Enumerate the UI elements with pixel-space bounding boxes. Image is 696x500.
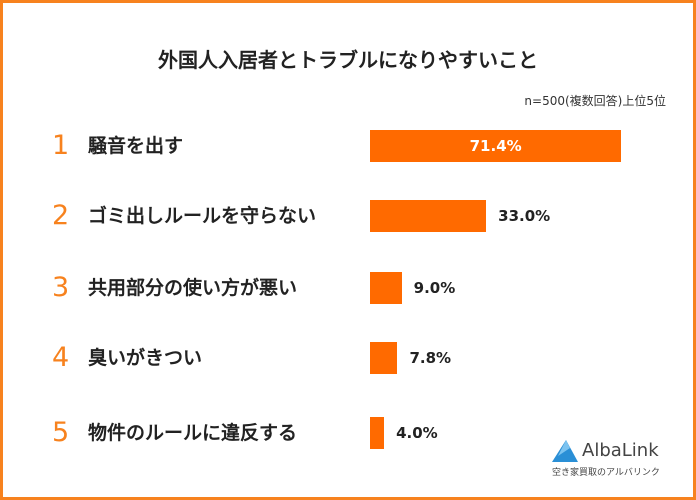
albalink-logo: AlbaLink 空き家買取のアルバリンク [552,440,682,480]
logo-tagline: 空き家買取のアルバリンク [552,468,660,478]
category-label: 臭いがきつい [88,347,203,369]
value-label: 9.0% [413,279,456,297]
bar [370,130,622,162]
value-label: 71.4% [469,137,522,155]
bar [370,272,402,304]
rank-number: 5 [52,417,70,448]
rank-number: 3 [52,272,70,303]
bar [370,200,487,232]
bar-row: 3 共用部分の使い方が悪い 9.0% [0,270,696,306]
logo-name: AlbaLink [582,440,659,461]
value-label: 4.0% [396,424,438,442]
bar [370,417,385,449]
value-label: 33.0% [498,207,551,225]
value-label: 7.8% [409,349,452,367]
rank-number: 1 [52,130,70,161]
category-label: 共用部分の使い方が悪い [88,277,298,299]
bar [370,342,398,374]
chart-subtitle: n=500(複数回答)上位5位 [524,94,666,108]
chart-title: 外国人入居者とトラブルになりやすいこと [158,48,538,72]
bar-row: 5 物件のルールに違反する 4.0% [0,415,696,451]
rank-number: 2 [52,200,70,231]
category-label: 物件のルールに違反する [88,422,298,444]
bar-row: 4 臭いがきつい 7.8% [0,340,696,376]
rank-number: 4 [52,342,70,373]
logo-mark-icon [552,440,578,462]
category-label: 騒音を出す [88,135,184,157]
bar-row: 1 騒音を出す 71.4% [0,128,696,164]
bar-row: 2 ゴミ出しルールを守らない 33.0% [0,198,696,234]
category-label: ゴミ出しルールを守らない [88,205,317,227]
